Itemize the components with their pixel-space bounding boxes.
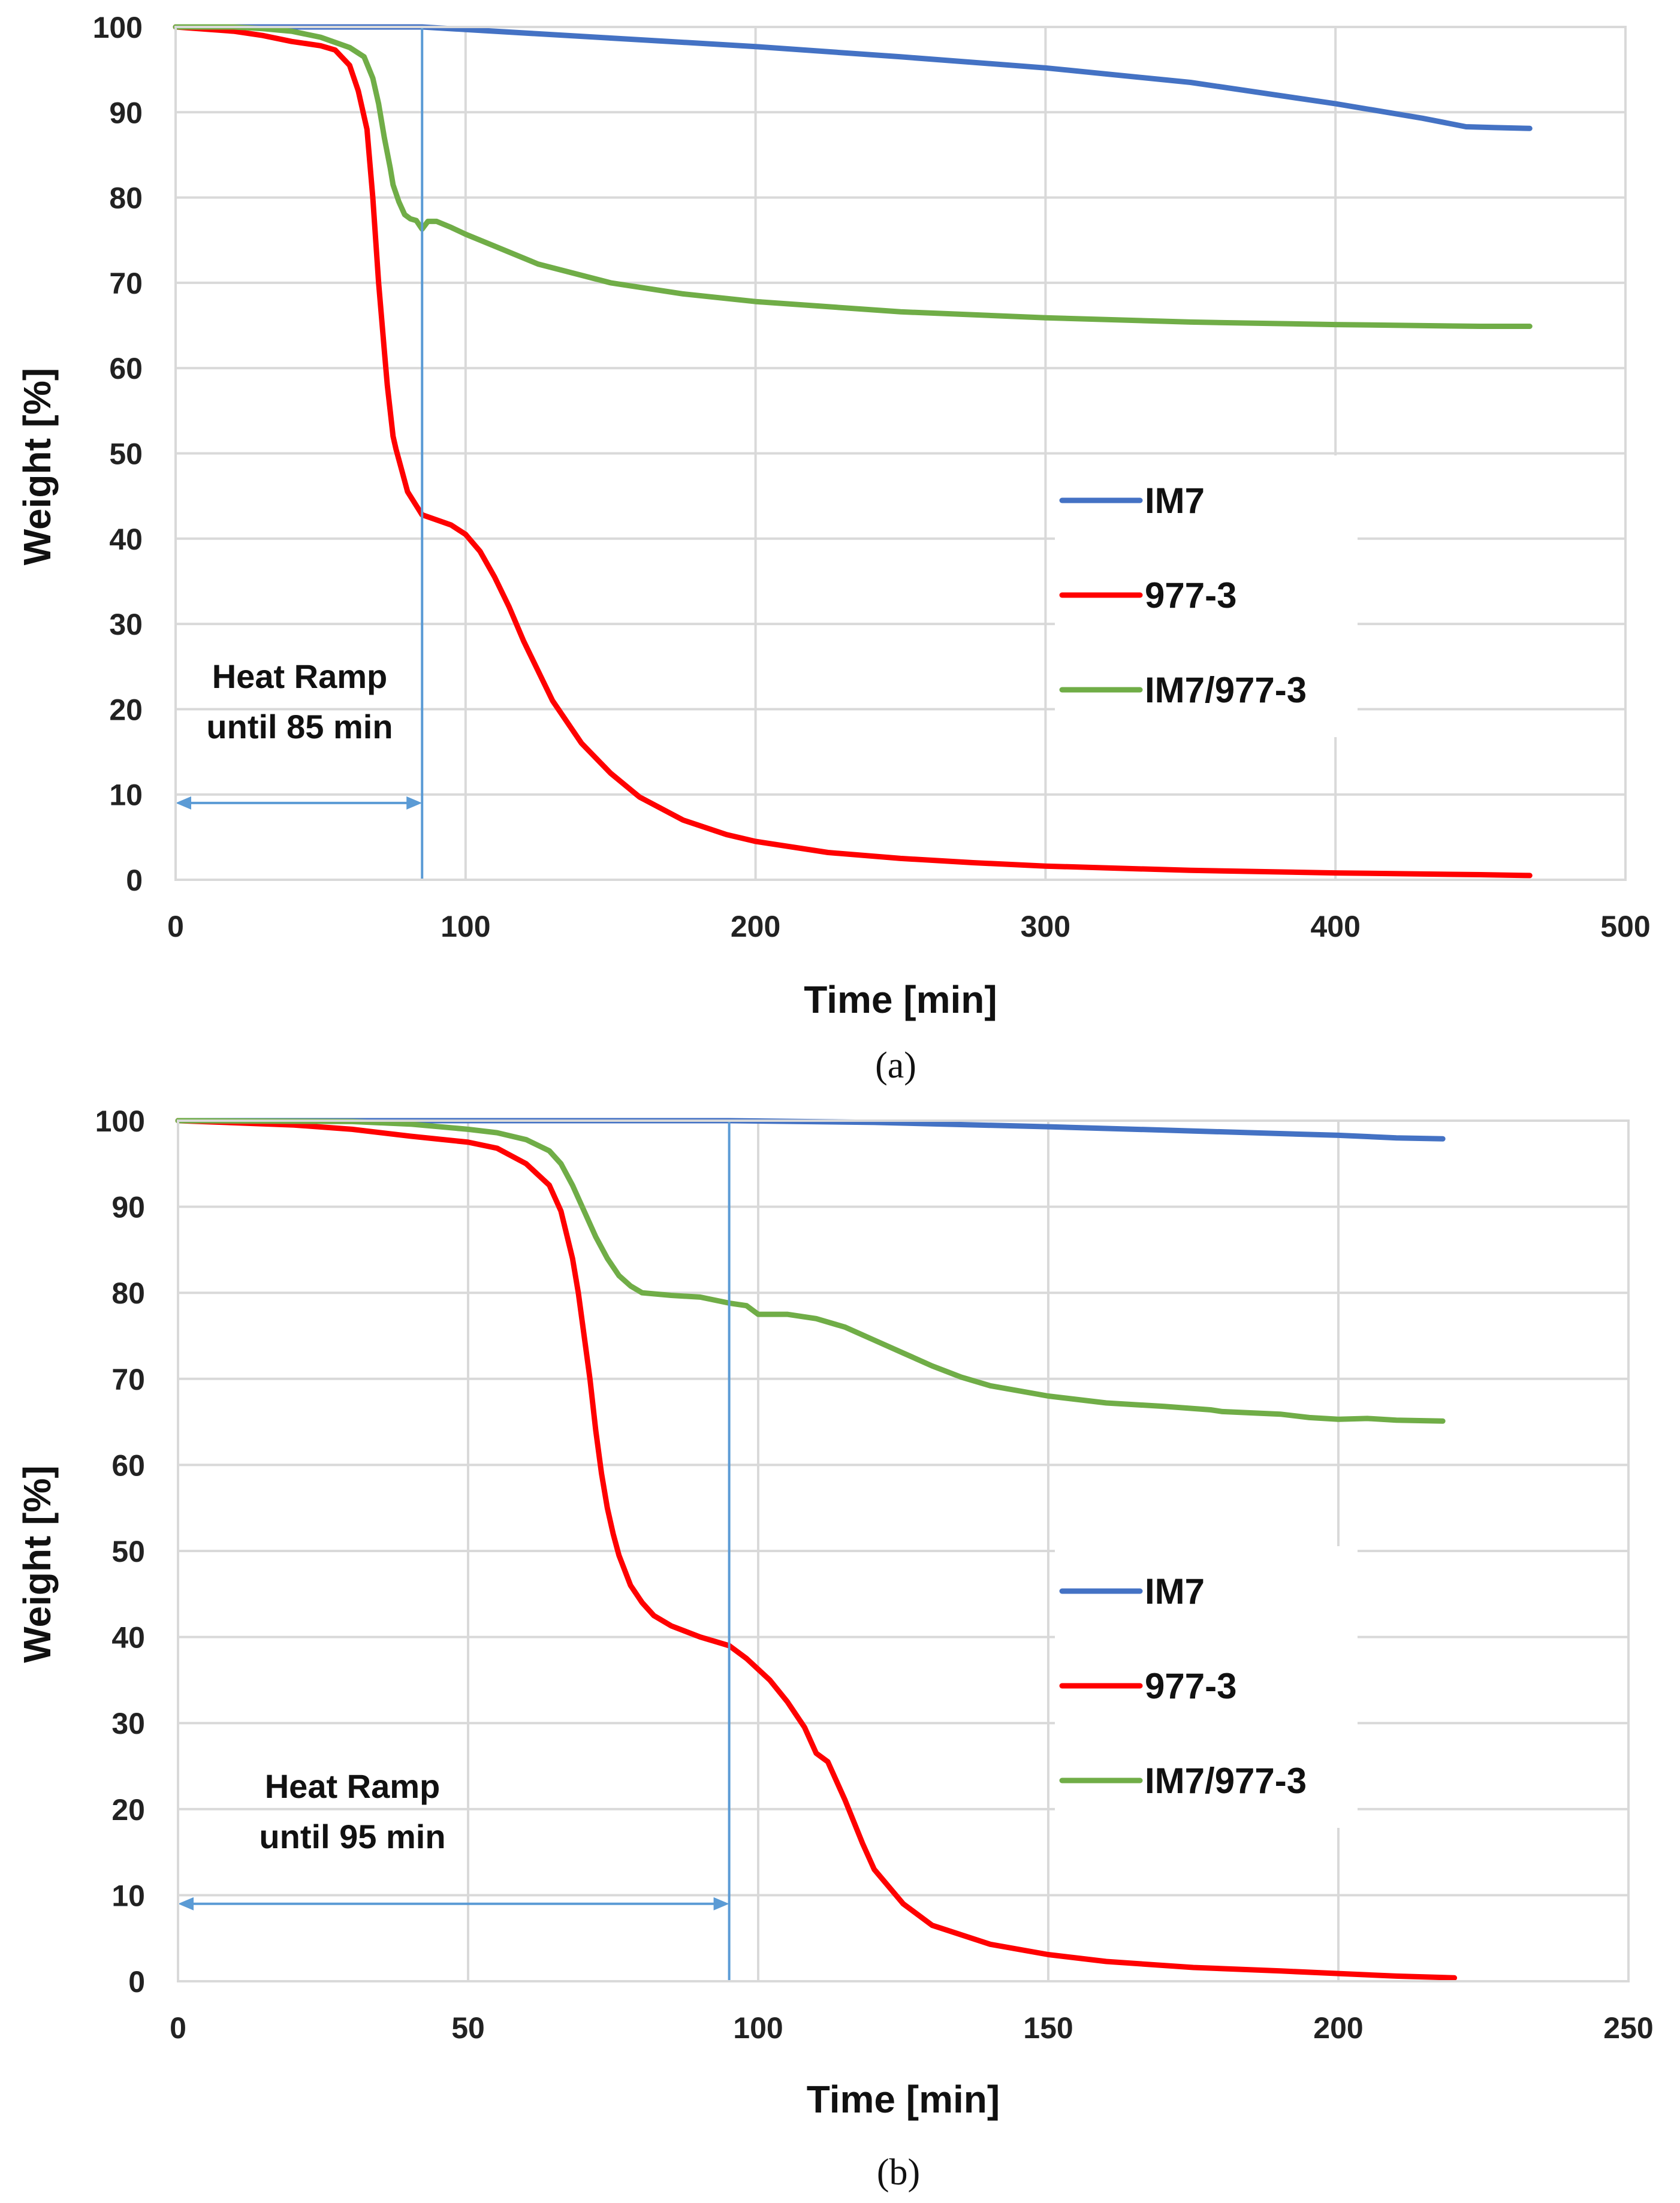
- chart-panel-b: 0 10 20 30 40 50 60 70 80 90 100 0 50 100 150 200 250 Tim…: [16, 1104, 1654, 2193]
- x-tick-label: 300: [1021, 910, 1070, 943]
- y-tick-label: 0: [128, 1965, 145, 1999]
- y-tick-label: 40: [111, 1621, 145, 1655]
- y-tick-label: 60: [109, 352, 143, 385]
- x-tick-label: 250: [1603, 2011, 1653, 2045]
- x-axis-title: Time [min]: [807, 2078, 1000, 2121]
- x-axis-title: Time [min]: [804, 978, 997, 1021]
- y-tick-label: 70: [109, 267, 143, 300]
- y-axis-title: Weight [%]: [16, 368, 59, 565]
- y-tick-label: 20: [111, 1793, 145, 1827]
- plot-area-frame: [174, 26, 1627, 881]
- y-tick-label: 50: [109, 437, 143, 471]
- y-tick-label: 70: [111, 1363, 145, 1396]
- arrowhead-left-icon: [176, 796, 191, 810]
- x-tick-label: 0: [170, 2011, 186, 2045]
- plot-area-frame: [177, 1119, 1630, 1982]
- panel-caption: (a): [875, 1045, 916, 1086]
- x-tick-label: 400: [1310, 910, 1360, 943]
- x-tick-label: 0: [167, 910, 184, 943]
- heat-ramp-label: Heat Ramp: [265, 1767, 441, 1805]
- y-tick-label: 10: [111, 1879, 145, 1912]
- heat-ramp-label: Heat Ramp: [212, 657, 388, 695]
- y-tick-label: 0: [126, 864, 143, 897]
- series-line-im7-977-3: [173, 24, 1533, 329]
- x-tick-label: 100: [441, 910, 490, 943]
- x-tick-label: 150: [1023, 2011, 1073, 2045]
- chart-panel-a: 0 10 20 30 40 50 60 70 80 90 100 0 100 200 300 400 500 Ti…: [16, 11, 1651, 1086]
- legend-label: IM7: [1145, 1571, 1205, 1611]
- series-line-977-3: [173, 24, 1533, 879]
- panel-caption: (b): [877, 2152, 920, 2193]
- y-tick-label: 80: [109, 182, 143, 215]
- y-tick-label: 30: [109, 608, 143, 641]
- x-tick-label: 100: [733, 2011, 783, 2045]
- y-tick-label: 100: [93, 11, 143, 44]
- y-tick-label: 20: [109, 693, 143, 726]
- x-tick-label: 200: [1313, 2011, 1363, 2045]
- y-tick-label: 100: [95, 1104, 145, 1138]
- legend-label: 977-3: [1145, 575, 1236, 615]
- y-axis-title: Weight [%]: [16, 1465, 59, 1662]
- y-tick-label: 80: [111, 1276, 145, 1310]
- y-tick-label: 90: [111, 1191, 145, 1224]
- y-tick-label: 30: [111, 1707, 145, 1740]
- y-tick-label: 60: [111, 1448, 145, 1482]
- y-tick-label: 90: [109, 96, 143, 129]
- legend-label: IM7/977-3: [1145, 670, 1307, 710]
- legend-label: IM7: [1145, 481, 1205, 521]
- y-tick-label: 50: [111, 1535, 145, 1568]
- heat-ramp-label: until 95 min: [259, 1818, 445, 1855]
- series-line-977-3: [175, 1118, 1458, 1981]
- arrowhead-left-icon: [178, 1897, 194, 1911]
- y-tick-label: 10: [109, 778, 143, 812]
- legend-label: IM7/977-3: [1145, 1761, 1307, 1801]
- arrowhead-right-icon: [713, 1897, 729, 1911]
- x-tick-label: 200: [731, 910, 780, 943]
- y-tick-label: 40: [109, 523, 143, 556]
- series-line-im7-977-3: [175, 1118, 1446, 1424]
- heat-ramp-label: until 85 min: [206, 708, 393, 746]
- arrowhead-right-icon: [406, 796, 423, 810]
- x-tick-label: 50: [451, 2011, 485, 2045]
- x-tick-label: 500: [1600, 910, 1650, 943]
- legend-label: 977-3: [1145, 1666, 1236, 1706]
